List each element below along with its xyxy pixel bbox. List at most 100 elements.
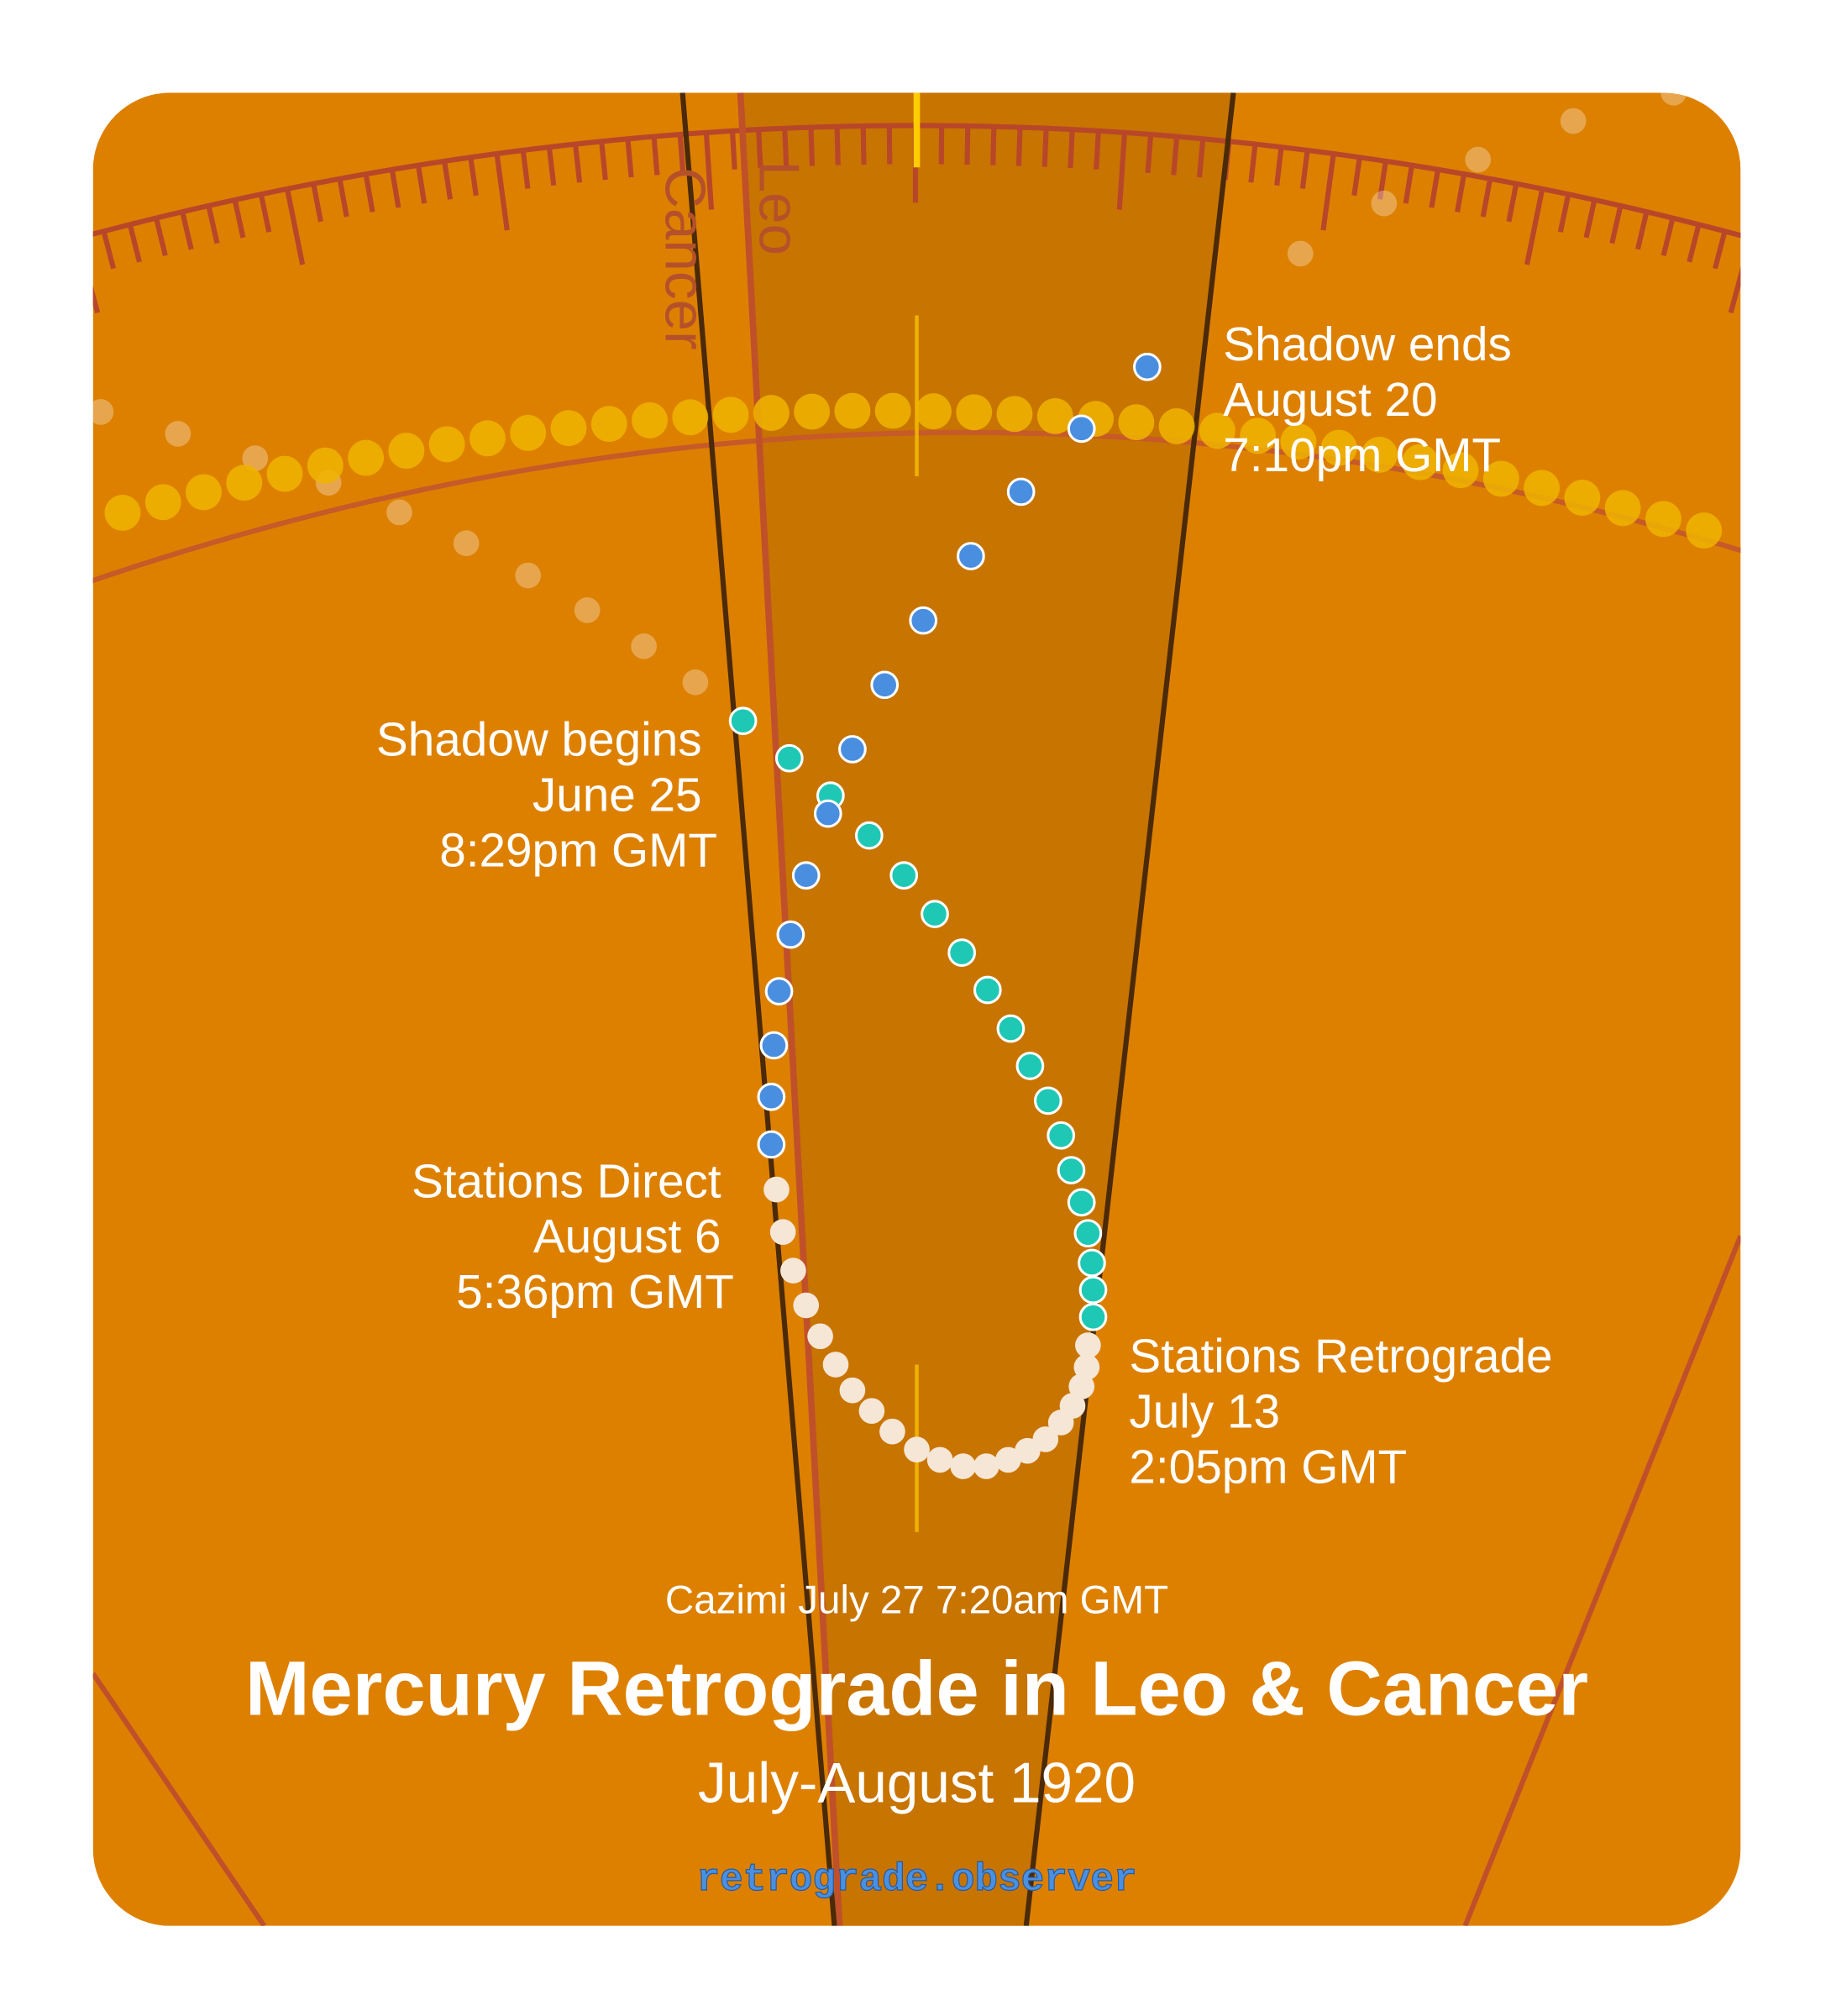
mercury-pre-shadow — [1067, 1188, 1096, 1217]
tick — [258, 193, 272, 233]
tick — [546, 146, 557, 186]
tick — [1116, 132, 1128, 210]
tick — [1634, 211, 1650, 250]
tick — [389, 169, 401, 208]
sun-dot — [590, 406, 627, 443]
event-label: August 6 — [533, 1210, 721, 1263]
sun-dot — [1442, 452, 1479, 489]
house-line — [1462, 1235, 1741, 1926]
sun-dot — [388, 433, 425, 470]
mercury-pre-shadow — [1015, 1052, 1045, 1080]
sun-dot — [712, 396, 749, 433]
sun-dot — [956, 394, 993, 431]
sun-dot — [186, 474, 222, 511]
mercury-retrograde — [780, 1257, 806, 1284]
tick — [1171, 136, 1180, 176]
mercury-post-shadow — [1067, 414, 1096, 444]
mercury-pre-shadow — [854, 821, 884, 850]
faded-dot — [92, 399, 114, 425]
sun-dot — [144, 484, 181, 521]
tick — [363, 173, 375, 213]
mercury-retrograde — [763, 1176, 790, 1203]
tick — [756, 129, 763, 169]
shadow-band — [740, 92, 1234, 1926]
mercury-post-shadow — [957, 542, 985, 570]
sun-dot — [348, 439, 385, 476]
mercury-pre-shadow — [996, 1014, 1026, 1043]
tick — [1320, 153, 1336, 231]
mercury-post-shadow — [776, 920, 805, 949]
sun-dot — [1361, 436, 1398, 473]
tick — [337, 178, 349, 218]
mercury-post-shadow — [791, 861, 821, 890]
mercury-post-shadow — [764, 977, 794, 1005]
tick — [494, 153, 510, 231]
faded-dot — [1371, 190, 1398, 217]
tick — [468, 156, 479, 197]
mercury-post-shadow — [1133, 352, 1162, 381]
faded-dot — [515, 562, 542, 589]
faded-dot — [453, 530, 480, 557]
tick — [729, 130, 737, 170]
faded-dot — [631, 633, 657, 659]
sun-dot — [874, 392, 911, 429]
mercury-pre-shadow — [774, 743, 804, 773]
sun-dot — [510, 414, 547, 451]
tick — [1015, 127, 1023, 166]
tick — [1429, 169, 1441, 208]
mercury-post-shadow — [909, 606, 938, 635]
sun-dot — [1118, 404, 1155, 441]
mercury-retrograde — [807, 1323, 833, 1350]
tick — [990, 126, 997, 165]
mercury-retrograde — [1075, 1332, 1101, 1358]
event-label: Shadow begins — [376, 714, 702, 767]
sun-dot — [1604, 490, 1641, 527]
tick — [415, 165, 428, 204]
tick — [1068, 129, 1075, 169]
tick — [1145, 134, 1154, 174]
tick — [1660, 217, 1676, 256]
faded-dot — [682, 669, 709, 696]
sun-dot — [753, 395, 790, 432]
faded-dot — [1560, 108, 1587, 134]
mercury-retrograde — [926, 1446, 953, 1473]
mercury-retrograde — [904, 1436, 930, 1462]
tick — [311, 183, 323, 223]
mercury-pre-shadow — [973, 975, 1002, 1005]
mercury-post-shadow — [759, 1031, 789, 1060]
mercury-retrograde — [1059, 1393, 1086, 1419]
event-label: August 20 — [1223, 374, 1437, 427]
mercury-pre-shadow — [1047, 1121, 1076, 1150]
faded-dot — [574, 597, 601, 623]
tick — [1377, 160, 1388, 200]
sun-dot — [428, 426, 465, 463]
tick — [782, 128, 790, 167]
tick — [1248, 144, 1258, 183]
mercury-pre-shadow — [921, 900, 949, 928]
sun-dot — [1686, 512, 1723, 549]
tick — [834, 126, 841, 165]
tick — [1041, 128, 1049, 167]
tick — [1687, 223, 1702, 263]
tick — [1274, 146, 1284, 186]
tick — [206, 205, 220, 244]
sign-label: Cancer — [653, 167, 716, 349]
tick — [127, 223, 142, 263]
faded-dot — [386, 499, 412, 526]
faded-dot — [1287, 240, 1314, 267]
mercury-pre-shadow — [1078, 1302, 1108, 1331]
mercury-post-shadow — [838, 735, 867, 764]
mercury-pre-shadow — [947, 938, 977, 967]
tick — [101, 230, 117, 270]
event-label: 8:29pm GMT — [439, 824, 717, 877]
sun-dot — [469, 420, 506, 457]
mercury-retrograde — [793, 1292, 820, 1319]
tick — [860, 125, 867, 165]
event-label: 7:10pm GMT — [1223, 429, 1501, 482]
tick — [1728, 237, 1741, 314]
mercury-pre-shadow — [889, 861, 919, 890]
tick — [1609, 205, 1624, 244]
mercury-pre-shadow — [1078, 1275, 1108, 1305]
